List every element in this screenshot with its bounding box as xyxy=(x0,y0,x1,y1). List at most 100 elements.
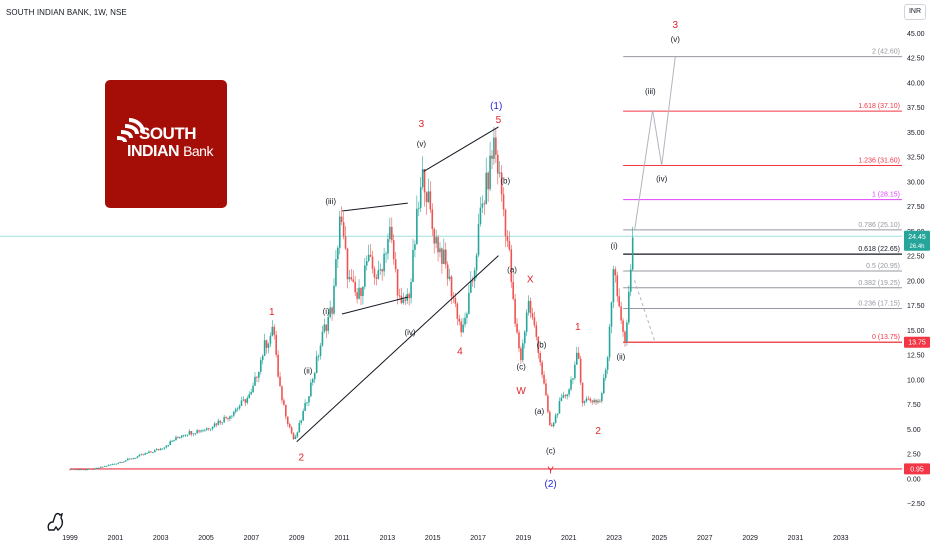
y-tick-label: 30.00 xyxy=(907,179,925,186)
candle-body xyxy=(533,317,536,326)
candle-body xyxy=(410,282,412,299)
candle-body xyxy=(319,345,322,356)
candle-body xyxy=(375,277,378,279)
fib-level-label: 0.786 (25.10) xyxy=(858,222,900,229)
wave-label: 5 xyxy=(496,115,502,126)
y-tick-label: 37.50 xyxy=(907,105,925,112)
y-tick-label: 40.00 xyxy=(907,80,925,87)
candle-body xyxy=(385,253,387,255)
wave-label: (iv) xyxy=(656,174,667,183)
candle-body xyxy=(138,454,141,457)
candle-body xyxy=(240,400,243,406)
x-tick-label: 2023 xyxy=(606,535,622,542)
candle-body xyxy=(146,453,148,454)
x-tick-label: 2007 xyxy=(244,535,260,542)
candle-body xyxy=(599,400,601,402)
candles xyxy=(69,126,634,471)
candle-body xyxy=(163,447,166,449)
tradingview-dino-icon[interactable] xyxy=(44,510,70,532)
x-tick-label: 2009 xyxy=(289,535,305,542)
candle-body xyxy=(512,281,515,300)
candle-body xyxy=(629,269,632,292)
wave-label: (iii) xyxy=(645,87,656,96)
wave-label: (a) xyxy=(507,265,517,274)
candle-body xyxy=(402,299,405,303)
candle-body xyxy=(479,207,482,225)
currency-label[interactable]: INR xyxy=(904,4,926,20)
candle-body xyxy=(485,172,488,205)
candle-body xyxy=(180,435,183,438)
candle-body xyxy=(466,313,468,318)
candle-body xyxy=(495,137,497,155)
candle-body xyxy=(419,187,422,208)
candle-body xyxy=(373,268,376,278)
logo-text-indian: INDIAN Bank xyxy=(127,143,213,160)
candle-body xyxy=(288,423,291,428)
candle-body xyxy=(612,269,615,303)
candle-body xyxy=(568,389,570,395)
candle-body xyxy=(602,377,605,394)
candle-body xyxy=(236,408,239,410)
candle-body xyxy=(443,249,445,264)
candle-body xyxy=(263,340,266,356)
candle-body xyxy=(529,300,532,314)
candle-body xyxy=(238,405,241,409)
candle-body xyxy=(115,463,118,465)
candle-body xyxy=(371,256,374,269)
candle-body xyxy=(78,469,81,471)
candle-body xyxy=(286,416,289,424)
candle-body xyxy=(552,422,555,427)
logo-text-south: SOUTH xyxy=(139,124,197,143)
candle-body xyxy=(383,253,385,272)
candle-body xyxy=(352,279,355,282)
candle-body xyxy=(190,431,193,435)
candle-body xyxy=(125,460,127,462)
candle-body xyxy=(273,326,276,335)
candle-body xyxy=(416,208,418,245)
projection-path xyxy=(633,56,676,231)
candle-body xyxy=(333,285,335,314)
candle-body xyxy=(396,269,399,296)
wave-label: (c) xyxy=(546,447,556,456)
candle-body xyxy=(392,240,395,260)
candle-body xyxy=(618,296,620,307)
wave-label: (2) xyxy=(544,479,556,490)
candle-body xyxy=(327,316,330,331)
trendline xyxy=(341,296,408,315)
candle-body xyxy=(523,331,526,344)
wave-label: (b) xyxy=(500,176,510,185)
candle-body xyxy=(572,378,574,380)
candle-body xyxy=(473,270,476,282)
candle-body xyxy=(554,415,557,423)
candle-body xyxy=(177,437,179,438)
candle-body xyxy=(258,371,260,378)
candle-body xyxy=(574,364,576,379)
candle-body xyxy=(550,424,553,427)
candle-body xyxy=(545,383,547,396)
candle-body xyxy=(391,226,393,241)
candle-body xyxy=(439,248,441,253)
wave-label: (iii) xyxy=(325,197,336,206)
candle-body xyxy=(244,399,247,403)
candle-body xyxy=(577,352,580,359)
candle-body xyxy=(215,423,218,425)
wave-label: (i) xyxy=(323,307,330,316)
candle-body xyxy=(487,172,489,190)
candle-body xyxy=(86,469,89,471)
candle-body xyxy=(80,469,83,471)
candle-body xyxy=(541,362,543,375)
candle-body xyxy=(275,334,277,355)
candle-body xyxy=(159,448,162,450)
candle-body xyxy=(167,444,170,446)
candle-body xyxy=(491,155,493,159)
candle-body xyxy=(470,280,472,293)
candle-body xyxy=(601,393,603,402)
candle-body xyxy=(464,317,466,325)
candle-body xyxy=(96,467,98,469)
candle-body xyxy=(414,244,416,250)
candle-body xyxy=(364,265,366,287)
candle-body xyxy=(186,434,189,436)
candle-body xyxy=(171,440,173,442)
